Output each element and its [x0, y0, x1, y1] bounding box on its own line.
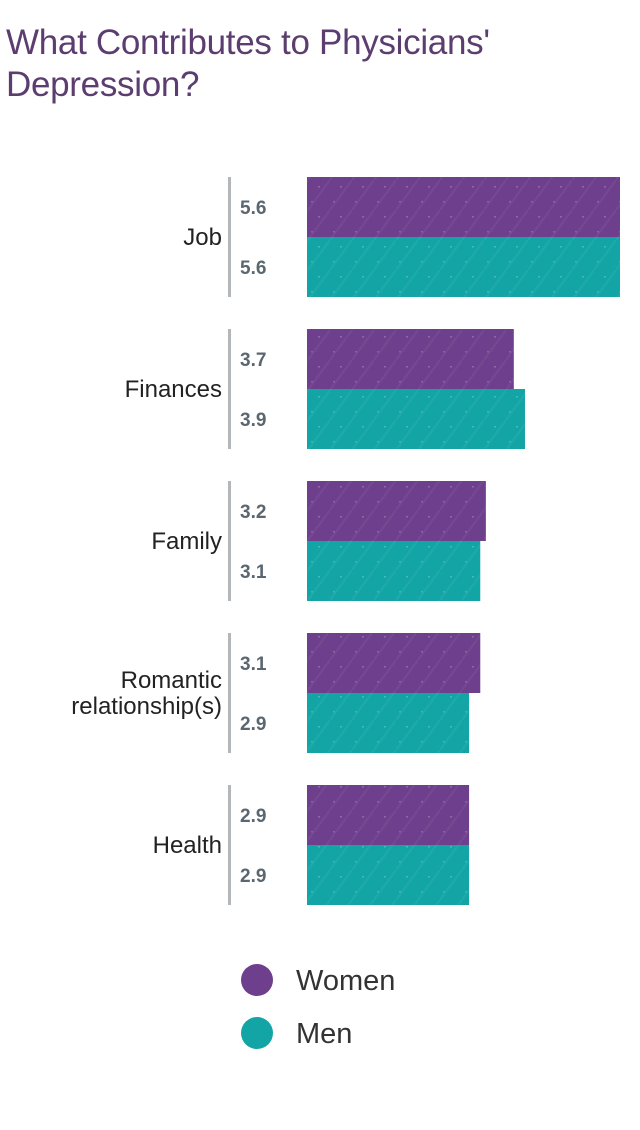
value-label-men: 2.9 [240, 866, 266, 887]
category-divider [228, 633, 231, 753]
value-label-women: 5.6 [240, 198, 266, 219]
value-label-women: 2.9 [240, 806, 266, 827]
value-label-men: 2.9 [240, 714, 266, 735]
bar-group-health: Health 2.9 2.9 [153, 785, 470, 905]
bar-group-romantic-relationship-s: Romantic relationship(s) 3.1 2.9 [71, 633, 481, 753]
value-label-men: 3.9 [240, 410, 266, 431]
category-divider [228, 177, 231, 297]
bar-texture [307, 541, 481, 601]
category-label-line: Romantic [121, 667, 222, 694]
category-label-line: Job [183, 224, 222, 251]
category-divider [228, 329, 231, 449]
category-label-line: Health [153, 832, 222, 859]
value-label-men: 5.6 [240, 258, 266, 279]
bar-texture [307, 633, 481, 693]
value-label-women: 3.2 [240, 502, 266, 523]
bar-texture [307, 481, 486, 541]
category-label-line: relationship(s) [71, 693, 222, 720]
category-label: Family [151, 528, 222, 555]
legend-swatch-women [241, 964, 273, 996]
category-label: Job [183, 224, 222, 251]
legend-label-women: Women [296, 965, 395, 997]
bar-texture [307, 693, 470, 753]
bar-group-job: Job 5.6 5.6 [183, 177, 620, 297]
bar-texture [307, 237, 620, 297]
legend-item-women: Women [241, 964, 395, 997]
legend-label-men: Men [296, 1018, 352, 1050]
legend: Women Men [241, 964, 395, 1050]
category-divider [228, 785, 231, 905]
bar-texture [307, 329, 514, 389]
chart-title: What Contributes to Physicians' Depressi… [6, 23, 490, 104]
value-label-women: 3.7 [240, 350, 266, 371]
category-label: Finances [125, 376, 222, 403]
category-label-line: Family [151, 528, 222, 555]
category-label: Romantic relationship(s) [71, 667, 222, 720]
bar-texture [307, 845, 470, 905]
category-divider [228, 481, 231, 601]
legend-swatch-men [241, 1017, 273, 1049]
value-label-women: 3.1 [240, 654, 267, 675]
bar-texture [307, 177, 620, 237]
bar-group-family: Family 3.2 3.1 [151, 481, 486, 601]
plot-area: Job5.65.6Finances3.73.9Family3.23.1Roman… [71, 177, 620, 905]
bar-group-finances: Finances 3.7 3.9 [125, 329, 525, 449]
category-label: Health [153, 832, 222, 859]
category-label-line: Finances [125, 376, 222, 403]
legend-item-men: Men [241, 1017, 352, 1050]
value-label-men: 3.1 [240, 562, 267, 583]
bar-texture [307, 389, 525, 449]
bar-texture [307, 785, 470, 845]
